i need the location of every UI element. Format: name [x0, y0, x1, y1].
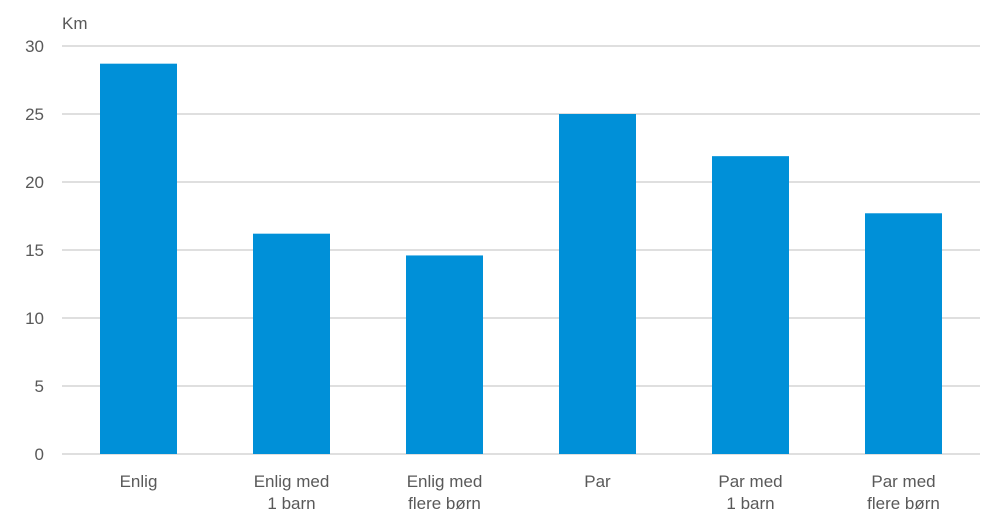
y-tick-label: 0 — [35, 445, 44, 464]
y-tick-label: 15 — [25, 241, 44, 260]
y-axis-unit-label: Km — [62, 14, 88, 33]
x-category-label-line: flere børn — [408, 494, 481, 513]
x-category-label-line: 1 barn — [726, 494, 774, 513]
x-category-label: Enlig med 1 barn — [254, 472, 330, 513]
bar — [559, 114, 636, 454]
x-category-label: Par med 1 barn — [718, 472, 782, 513]
x-category-label-line: 1 barn — [267, 494, 315, 513]
x-category-label-line: Enlig — [120, 472, 158, 491]
y-tick-label: 30 — [25, 37, 44, 56]
bar — [253, 233, 330, 454]
x-category-label: Enlig — [120, 472, 158, 491]
x-category-label-line: Par med — [718, 472, 782, 491]
x-category-label: Par — [584, 472, 611, 491]
bars — [100, 63, 942, 455]
x-category-label-line: Par — [584, 472, 611, 491]
x-category-label-line: flere børn — [867, 494, 940, 513]
y-tick-label: 20 — [25, 173, 44, 192]
y-tick-label: 5 — [35, 377, 44, 396]
x-category-label: Par med flere børn — [867, 472, 940, 513]
bar — [865, 213, 942, 454]
x-category-label-line: Par med — [871, 472, 935, 491]
x-category-label: Enlig med flere børn — [407, 472, 483, 513]
gridlines — [62, 45, 980, 455]
bar — [712, 156, 789, 454]
y-tick-label: 25 — [25, 105, 44, 124]
y-axis-ticks: 0 5 10 15 20 25 30 — [25, 37, 44, 464]
y-tick-label: 10 — [25, 309, 44, 328]
x-category-label-line: Enlig med — [254, 472, 330, 491]
x-category-label-line: Enlig med — [407, 472, 483, 491]
bar — [100, 63, 177, 455]
bar — [406, 255, 483, 454]
